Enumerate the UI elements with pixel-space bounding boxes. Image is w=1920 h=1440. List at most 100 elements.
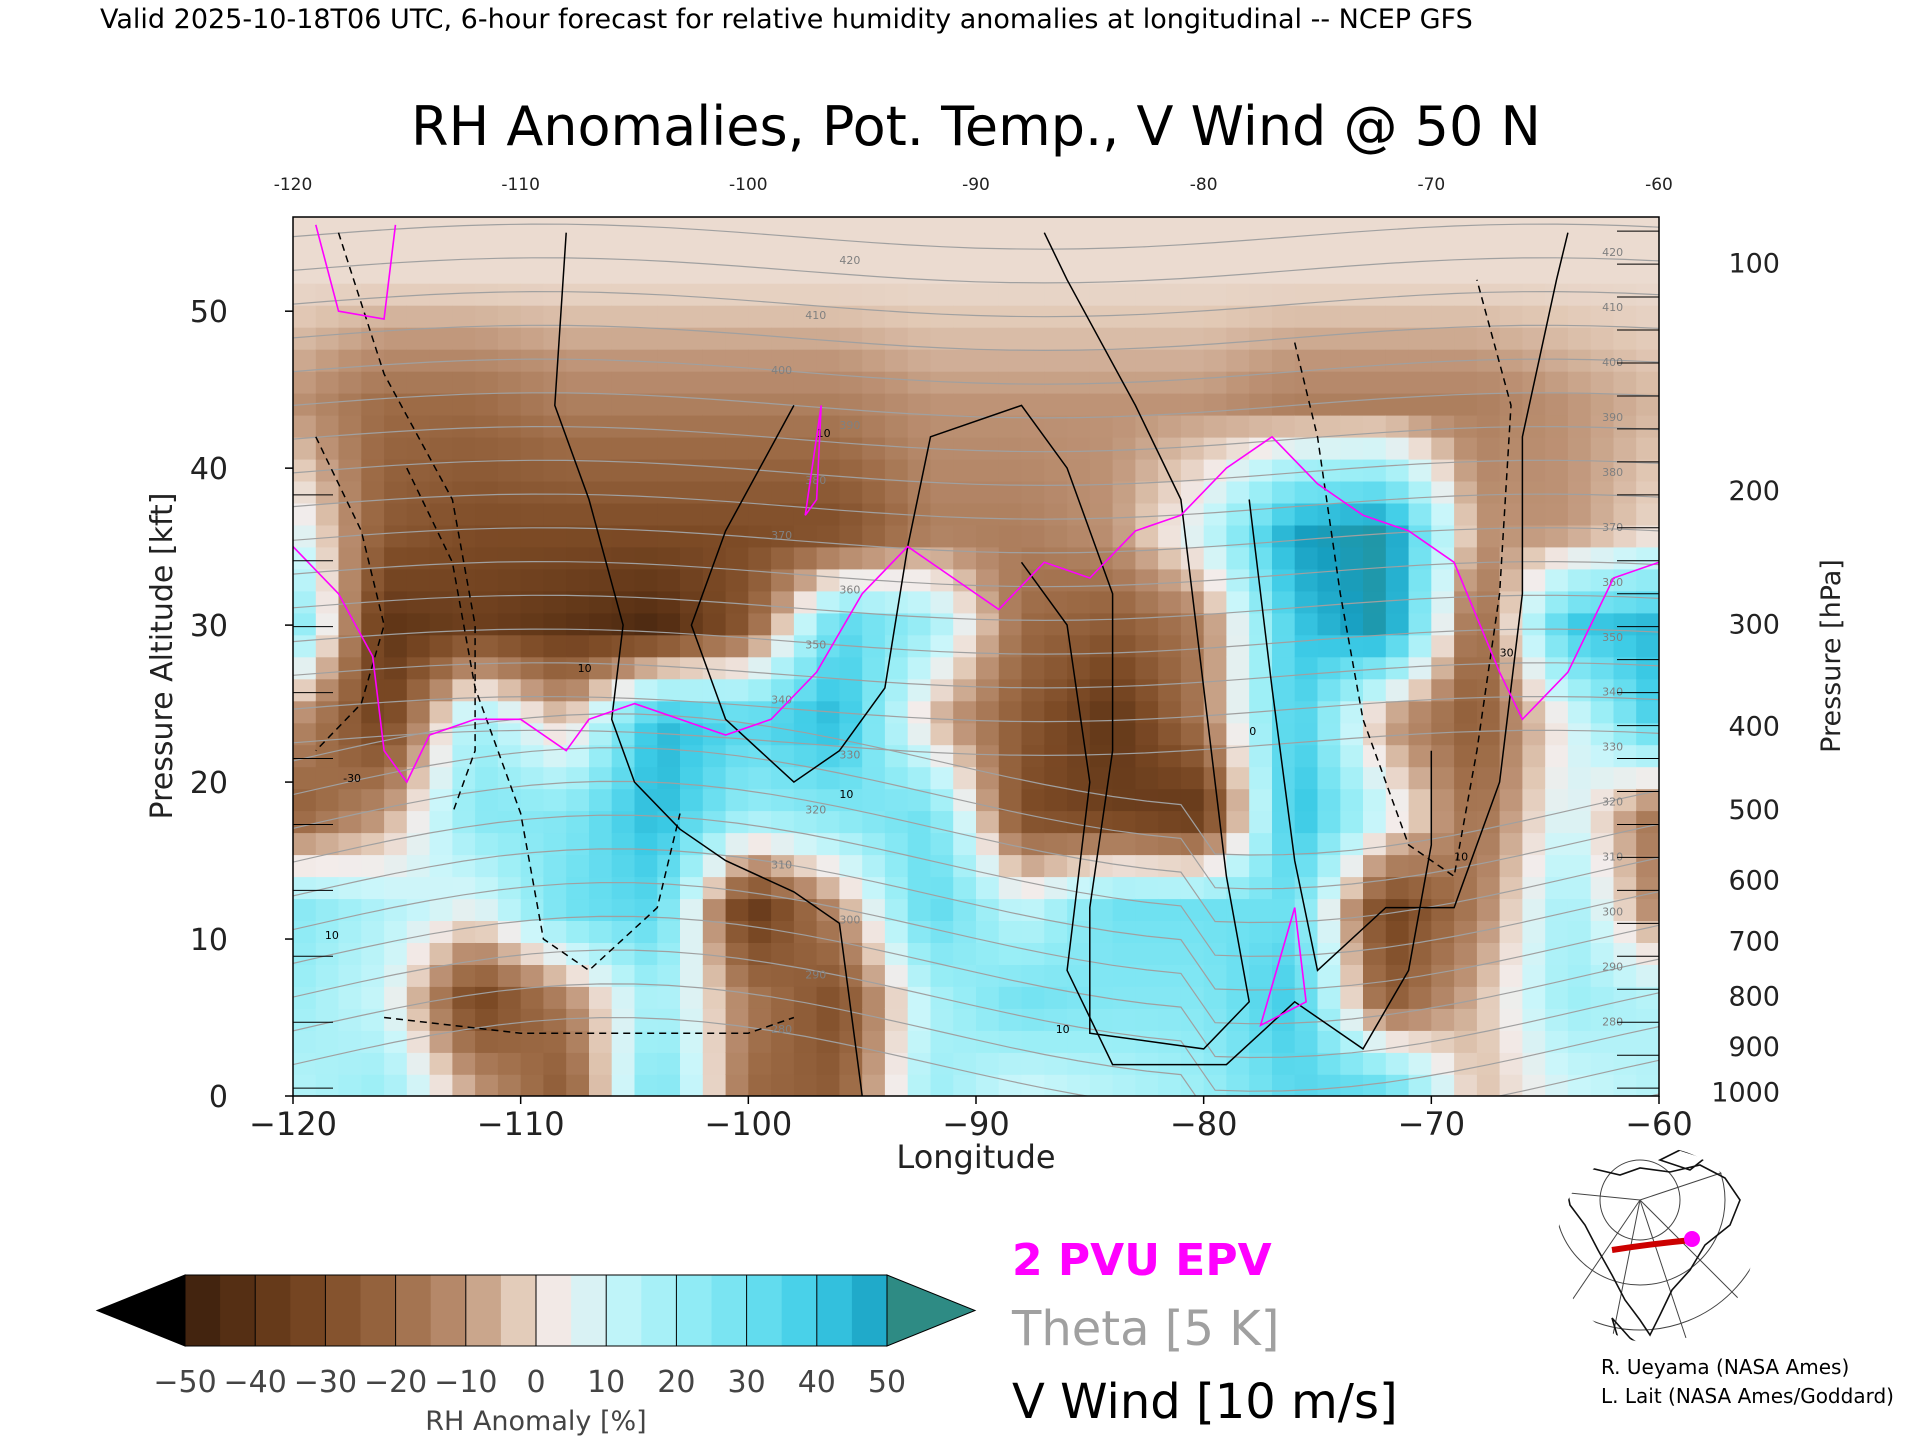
- heatmap-cell: [452, 700, 476, 724]
- heatmap-cell: [930, 1030, 955, 1053]
- heatmap-cell: [1067, 656, 1091, 680]
- heatmap-cell: [589, 1052, 613, 1075]
- heatmap-cell: [953, 920, 977, 943]
- heatmap-cell: [953, 766, 977, 790]
- heatmap-cell: [1431, 942, 1455, 965]
- heatmap-cell: [1385, 678, 1410, 702]
- heatmap-cell: [1158, 282, 1182, 306]
- heatmap-cell: [1044, 634, 1068, 658]
- heatmap-cell: [315, 744, 340, 768]
- heatmap-cell: [1545, 436, 1569, 460]
- heatmap-cell: [1408, 239, 1433, 262]
- heatmap-cell: [338, 1074, 363, 1096]
- heatmap-cell: [907, 1030, 932, 1053]
- heatmap-cell: [361, 239, 385, 262]
- heatmap-cell: [725, 656, 750, 680]
- heatmap-cell: [680, 854, 704, 878]
- heatmap-cell: [497, 370, 522, 394]
- heatmap-cell: [953, 788, 977, 812]
- theta-label: 320: [1602, 796, 1623, 809]
- heatmap-cell: [1590, 370, 1615, 394]
- heatmap-cell: [1158, 964, 1182, 987]
- heatmap-cell: [1385, 282, 1410, 306]
- theta-label: 420: [839, 254, 860, 267]
- heatmap-cell: [1636, 502, 1659, 526]
- x-tick-label-top: -80: [1190, 175, 1218, 195]
- heatmap-cell: [930, 964, 955, 987]
- heatmap-cell: [976, 239, 1000, 262]
- heatmap-cell: [930, 1074, 955, 1096]
- heatmap-cell: [1044, 612, 1068, 636]
- heatmap-cell: [634, 656, 659, 680]
- heatmap-cell: [384, 436, 408, 460]
- heatmap-cell: [452, 766, 476, 790]
- heatmap-cell: [1567, 524, 1592, 548]
- heatmap-cell: [1431, 634, 1455, 658]
- heatmap-cell: [1135, 788, 1159, 812]
- heatmap-cell: [429, 854, 454, 878]
- heatmap-cell: [566, 854, 590, 878]
- heatmap-cell: [1021, 898, 1046, 921]
- heatmap-cell: [1499, 282, 1524, 306]
- heatmap-cell: [497, 942, 522, 965]
- heatmap-cell: [566, 217, 590, 240]
- heatmap-cell: [907, 788, 932, 812]
- heatmap-cell: [793, 1008, 818, 1031]
- heatmap-cell: [1294, 590, 1319, 614]
- heatmap-cell: [1249, 239, 1273, 262]
- heatmap-cell: [1272, 656, 1296, 680]
- heatmap-cell: [1522, 480, 1546, 504]
- heatmap-cell: [657, 612, 681, 636]
- heatmap-cell: [1021, 612, 1046, 636]
- heatmap-cell: [1385, 392, 1410, 416]
- heatmap-cell: [497, 568, 522, 592]
- heatmap-cell: [1499, 524, 1524, 548]
- heatmap-cell: [1567, 414, 1592, 438]
- heatmap-cell: [429, 898, 454, 921]
- heatmap-cell: [1044, 1030, 1068, 1053]
- heatmap-cell: [680, 458, 704, 482]
- heatmap-cell: [998, 524, 1023, 548]
- heatmap-cell: [543, 282, 567, 306]
- heatmap-cell: [475, 414, 499, 438]
- heatmap-cell: [1067, 239, 1091, 262]
- heatmap-cell: [634, 678, 659, 702]
- heatmap-cell: [520, 480, 545, 504]
- heatmap-cell: [611, 502, 636, 526]
- heatmap-cell: [680, 1074, 704, 1096]
- heatmap-cell: [725, 392, 750, 416]
- heatmap-cell: [1158, 942, 1182, 965]
- heatmap-cell: [475, 502, 499, 526]
- heatmap-cell: [1340, 854, 1364, 878]
- heatmap-cell: [1636, 260, 1659, 284]
- heatmap-cell: [998, 854, 1023, 878]
- heatmap-cell: [1613, 656, 1638, 680]
- heatmap-cell: [725, 1074, 750, 1096]
- heatmap-cell: [930, 392, 955, 416]
- heatmap-cell: [862, 766, 886, 790]
- heatmap-cell: [1180, 524, 1205, 548]
- heatmap-cell: [1089, 722, 1114, 746]
- heatmap-cell: [1567, 920, 1592, 943]
- heatmap-cell: [1067, 1008, 1091, 1031]
- heatmap-cell: [793, 634, 818, 658]
- heatmap-cell: [1272, 854, 1296, 878]
- heatmap-cell: [1272, 876, 1296, 900]
- heatmap-cell: [907, 722, 932, 746]
- heatmap-cell: [702, 568, 727, 592]
- colorbar-segment: [711, 1275, 748, 1346]
- heatmap-cell: [1454, 260, 1478, 284]
- heatmap-cell: [384, 854, 408, 878]
- heatmap-cell: [657, 260, 681, 284]
- heatmap-cell: [793, 436, 818, 460]
- heatmap-cell: [634, 810, 659, 834]
- heatmap-cell: [361, 876, 385, 900]
- heatmap-cell: [338, 590, 363, 614]
- heatmap-cell: [1272, 634, 1296, 658]
- heatmap-cell: [1044, 370, 1068, 394]
- heatmap-cell: [1044, 414, 1068, 438]
- heatmap-cell: [1408, 964, 1433, 987]
- heatmap-cell: [566, 392, 590, 416]
- heatmap-cell: [1363, 832, 1387, 856]
- heatmap-cell: [748, 810, 772, 834]
